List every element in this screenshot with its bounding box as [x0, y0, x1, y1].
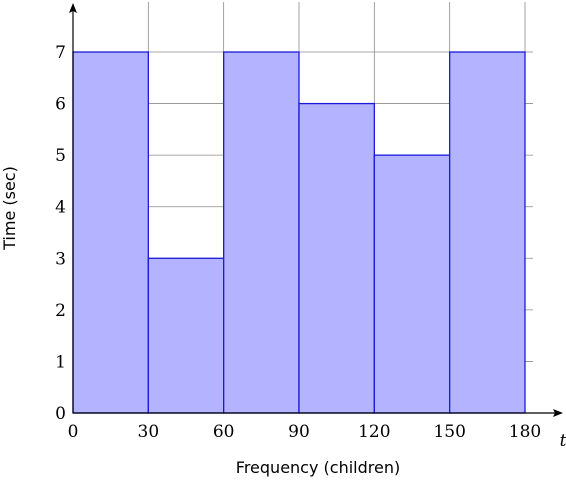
- y-tick-labels: 0 1 2 3 4 5 6 7: [55, 43, 66, 424]
- x-tick-label: 150: [433, 422, 465, 442]
- y-tick-label: 1: [55, 352, 66, 372]
- x-tick-labels: 0 30 60 90 120 150 180: [68, 422, 542, 442]
- x-tick-label: 60: [213, 422, 235, 442]
- y-axis-arrow: [69, 3, 77, 13]
- x-axis-title: Frequency (children): [236, 458, 400, 477]
- histogram-bar: [298, 102, 375, 414]
- y-axis-title: Time (sec): [0, 166, 19, 251]
- histogram-bar: [147, 257, 225, 414]
- histogram-bar: [449, 51, 526, 414]
- bars: [72, 51, 526, 414]
- x-tick-label: 90: [288, 422, 310, 442]
- x-axis-arrow: [553, 409, 563, 417]
- x-tick-label: 30: [138, 422, 160, 442]
- x-axis-variable: t: [560, 431, 566, 451]
- x-tick-label: 0: [68, 422, 79, 442]
- y-tick-label: 3: [55, 249, 66, 269]
- y-tick-label: 4: [55, 198, 66, 218]
- y-tick-label: 2: [55, 301, 66, 321]
- y-tick-label: 0: [55, 404, 66, 424]
- x-tick-label: 120: [358, 422, 390, 442]
- histogram-bar: [72, 51, 149, 414]
- x-tick-label: 180: [509, 422, 541, 442]
- y-tick-label: 6: [55, 95, 66, 115]
- y-tick-label: 5: [55, 146, 66, 166]
- histogram-bar: [223, 51, 300, 414]
- y-tick-label: 7: [55, 43, 66, 63]
- histogram-bar: [373, 154, 451, 414]
- axes: [69, 3, 563, 417]
